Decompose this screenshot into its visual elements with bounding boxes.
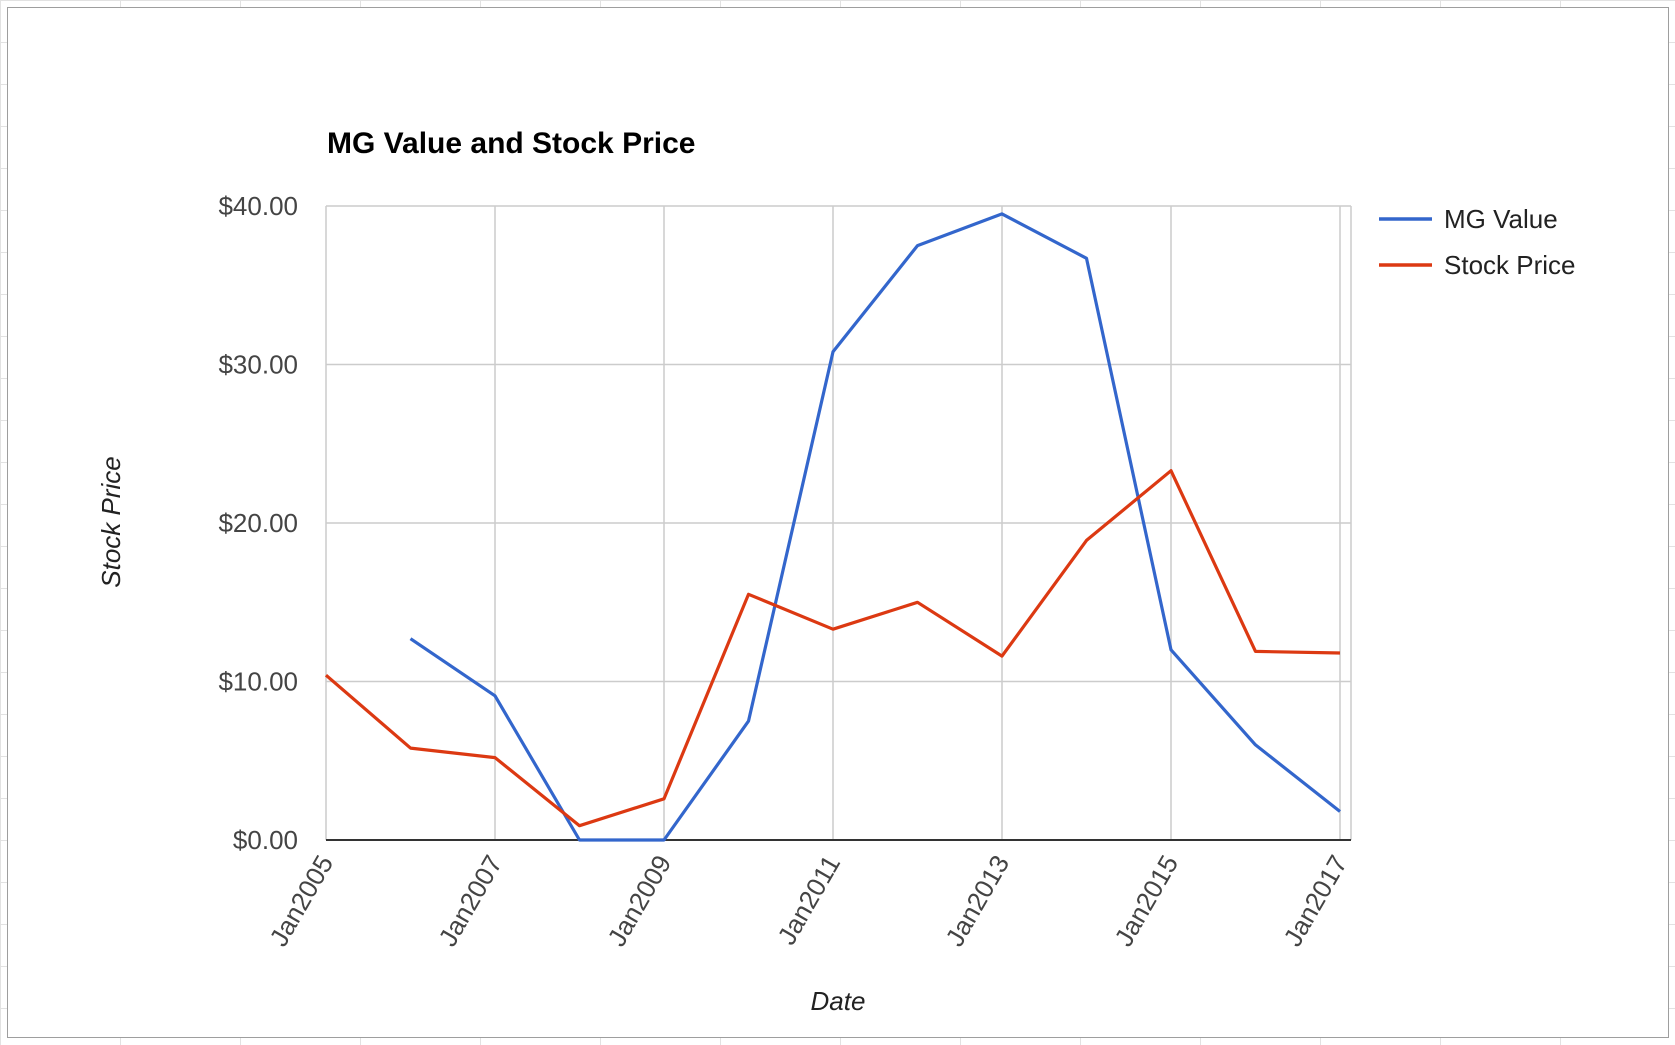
x-tick-label: Jan2005: [263, 850, 339, 951]
x-axis-title: Date: [811, 986, 866, 1016]
grid-lines: [325, 205, 1352, 840]
x-tick-label: Jan2015: [1108, 850, 1184, 951]
chart-title: MG Value and Stock Price: [327, 127, 695, 160]
y-tick-label: $30.00: [218, 350, 298, 380]
x-tick-label: Jan2011: [771, 850, 846, 950]
legend-label: MG Value: [1444, 204, 1558, 234]
legend: MG Value Stock Price: [1379, 204, 1576, 280]
x-tick-label: Jan2009: [601, 850, 677, 951]
series-lines: [324, 212, 1341, 842]
legend-label: Stock Price: [1444, 250, 1576, 280]
series-line-mg-value: [409, 212, 1341, 842]
legend-item: MG Value: [1379, 204, 1558, 234]
y-tick-label: $40.00: [218, 191, 298, 221]
tick-labels: $0.00 $10.00 $20.00 $30.00 $40.00 Jan2005 Jan2…: [218, 191, 1353, 951]
y-tick-label: $10.00: [218, 667, 298, 697]
y-tick-label: $0.00: [233, 825, 298, 855]
x-tick-label: Jan2017: [1277, 850, 1353, 951]
y-axis-title: Stock Price: [96, 456, 126, 588]
x-tick-label: Jan2013: [939, 850, 1015, 951]
y-tick-label: $20.00: [218, 508, 298, 538]
x-tick-label: Jan2007: [432, 850, 508, 951]
legend-item: Stock Price: [1379, 250, 1576, 280]
series-line-stock-price: [324, 469, 1341, 828]
